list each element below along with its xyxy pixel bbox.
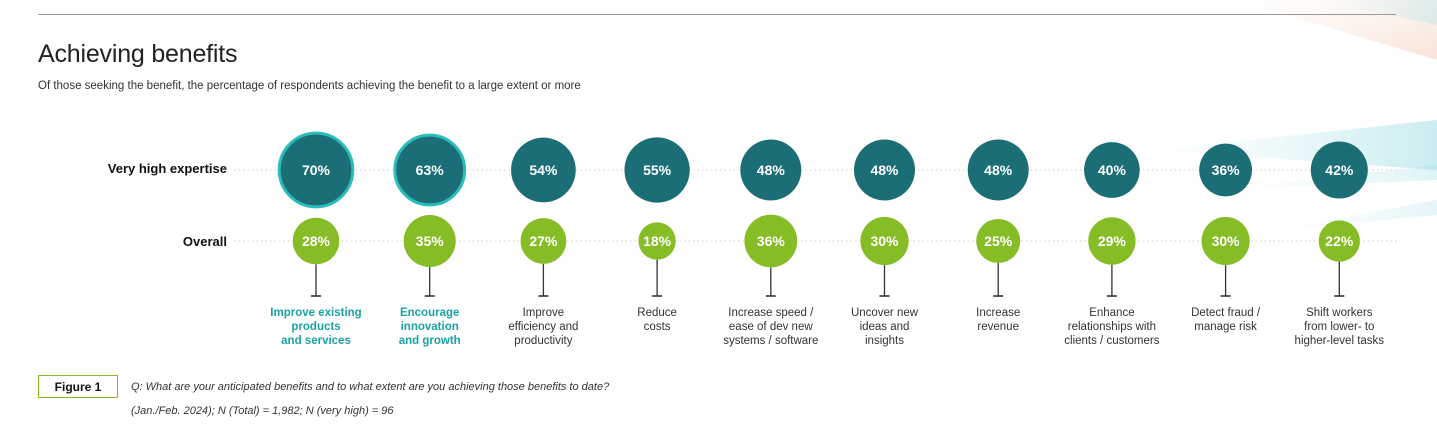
category-label-3: Reduce costs [637,307,677,333]
bubble-very-high-7 [1084,142,1140,198]
bubble-overall-2 [520,218,567,264]
bubble-very-high-5 [854,139,915,201]
value-label-overall-6: 25% [984,233,1013,249]
value-label-overall-1: 35% [416,233,445,249]
bubble-overall-6 [976,219,1021,263]
figure-label: Figure 1 [38,375,118,398]
bubble-very-high-0 [277,131,355,209]
value-label-very-high-4: 48% [757,162,786,178]
value-label-overall-8: 30% [1212,233,1241,249]
value-label-overall-2: 27% [529,233,558,249]
category-label-6: Increase revenue [976,307,1021,333]
value-label-very-high-7: 40% [1098,162,1127,178]
category-label-7: Enhance relationships with clients / cus… [1064,307,1160,347]
bubble-very-high-3 [624,137,690,203]
value-label-very-high-8: 36% [1212,162,1241,178]
value-label-very-high-0: 70% [302,162,331,178]
value-label-overall-4: 36% [757,233,786,249]
bubble-overall-5 [860,216,909,266]
value-label-very-high-2: 54% [529,162,558,178]
category-label-0: Improve existing products and services [270,307,362,347]
category-label-8: Detect fraud / manage risk [1191,307,1261,333]
bubble-very-high-4 [740,139,802,201]
bubble-chart: 70% 28% 63% 35% 54% 27% 55% 18% 48% 36% 48% 30% 48% 2… [234,131,1400,297]
category-label-9: Shift workers from lower- to higher-leve… [1294,307,1385,347]
row-label-very-high-expertise: Very high expertise [107,161,227,176]
figure-question: Q: What are your anticipated benefits an… [131,381,610,393]
chart-subtitle: Of those seeking the benefit, the percen… [38,80,581,92]
category-label-1: Encourage innovation and growth [398,307,461,347]
bubble-very-high-1 [393,133,467,207]
category-label-5: Uncover new ideas and insights [850,307,919,347]
value-label-very-high-9: 42% [1325,162,1354,178]
bubble-overall-7 [1088,217,1136,265]
bubble-overall-1 [403,214,456,268]
row-label-overall: Overall [182,234,227,249]
bubble-very-high-9 [1310,141,1368,199]
value-label-overall-3: 18% [643,233,672,249]
bubble-very-high-2 [511,137,576,203]
bubble-overall-9 [1318,220,1360,262]
value-label-very-high-3: 55% [643,162,672,178]
bubble-very-high-6 [967,139,1029,201]
bubble-overall-3 [638,222,676,260]
category-label-4: Increase speed / ease of dev new systems… [723,307,819,347]
top-rule [38,14,1396,15]
bubble-overall-8 [1201,216,1250,266]
category-label-2: Improve efficiency and productivity [508,307,579,347]
value-label-very-high-5: 48% [870,162,899,178]
value-label-overall-5: 30% [870,233,899,249]
bubble-overall-0 [292,217,340,265]
value-label-overall-0: 28% [302,233,331,249]
bubble-very-high-8 [1199,143,1252,197]
value-label-overall-7: 29% [1098,233,1127,249]
value-label-overall-9: 22% [1325,233,1354,249]
figure-note: (Jan./Feb. 2024); N (Total) = 1,982; N (… [131,405,394,417]
bubble-overall-4 [744,214,798,268]
chart-title: Achieving benefits [38,40,238,68]
value-label-very-high-1: 63% [416,162,445,178]
value-label-very-high-6: 48% [984,162,1013,178]
